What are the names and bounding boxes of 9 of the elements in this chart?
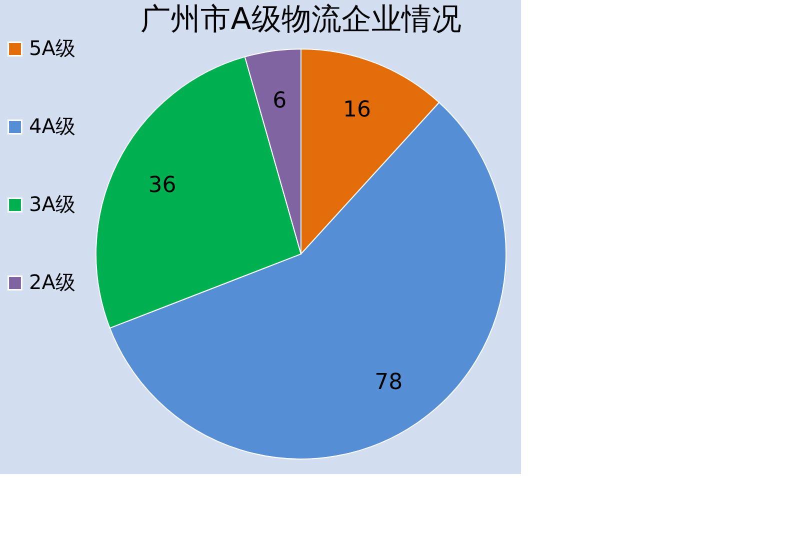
data-label: 6 xyxy=(272,88,287,114)
legend-label: 5A级 xyxy=(29,36,76,60)
legend-label: 3A级 xyxy=(29,192,76,216)
legend-label: 4A级 xyxy=(29,114,76,138)
data-label: 78 xyxy=(374,370,403,395)
data-label: 16 xyxy=(342,97,371,122)
data-label: 36 xyxy=(148,172,176,198)
legend-label: 2A级 xyxy=(29,270,76,294)
chart-title: 广州市A级物流企业情况 xyxy=(140,2,462,37)
